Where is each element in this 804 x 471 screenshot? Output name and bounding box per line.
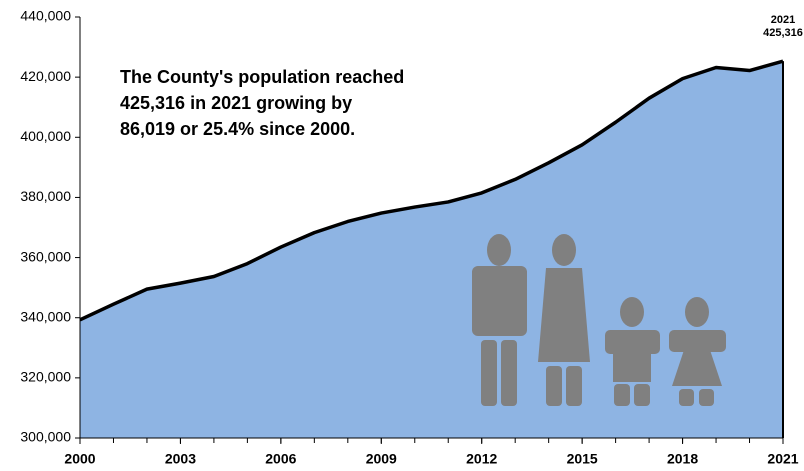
point-label: 2021 bbox=[771, 14, 795, 26]
y-tick-label: 380,000 bbox=[20, 188, 71, 204]
x-tick-label: 2015 bbox=[567, 451, 598, 467]
x-tick-label: 2012 bbox=[466, 451, 497, 467]
x-tick-label: 2003 bbox=[165, 451, 196, 467]
area-line bbox=[79, 59, 784, 322]
annotation: 425,316 in 2021 growing by bbox=[120, 93, 352, 113]
y-tick-label: 420,000 bbox=[20, 68, 71, 84]
value-label: 425,316 bbox=[763, 27, 803, 39]
y-tick-label: 320,000 bbox=[20, 369, 71, 385]
x-tick-label: 2021 bbox=[767, 451, 798, 467]
annotation: The County's population reached bbox=[120, 67, 404, 87]
x-tick-label: 2000 bbox=[64, 451, 95, 467]
y-tick-label: 440,000 bbox=[20, 8, 71, 24]
y-tick-label: 340,000 bbox=[20, 308, 71, 324]
x-tick-label: 2018 bbox=[667, 451, 698, 467]
y-tick-label: 360,000 bbox=[20, 248, 71, 264]
x-tick-label: 2006 bbox=[265, 451, 296, 467]
annotation: 86,019 or 25.4% since 2000. bbox=[120, 119, 355, 139]
y-tick-label: 400,000 bbox=[20, 128, 71, 144]
y-tick-label: 300,000 bbox=[20, 429, 71, 445]
x-tick-label: 2009 bbox=[366, 451, 397, 467]
people-icon bbox=[472, 234, 726, 406]
